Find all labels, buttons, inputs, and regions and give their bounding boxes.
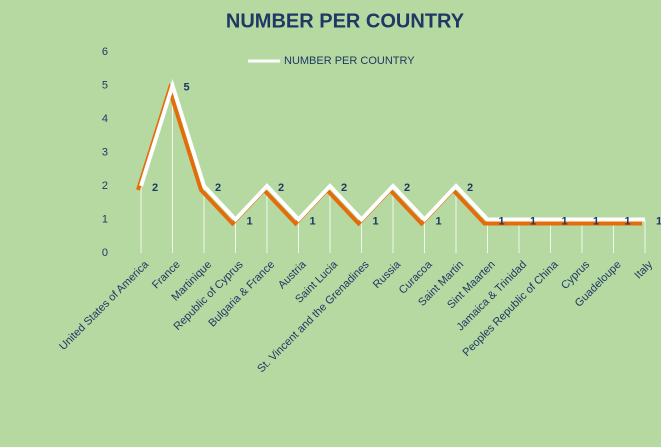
- y-tick-label: 2: [102, 180, 108, 192]
- y-tick-label: 6: [102, 46, 108, 58]
- x-tick-label: United States of America: [57, 258, 152, 353]
- y-tick-label: 4: [102, 113, 108, 125]
- data-label: 1: [499, 215, 505, 227]
- chart-title: NUMBER PER COUNTRY: [226, 10, 465, 32]
- y-tick-label: 0: [102, 247, 108, 259]
- data-label: 5: [184, 81, 190, 93]
- y-tick-label: 5: [102, 79, 108, 91]
- data-label: 2: [215, 182, 221, 194]
- data-label: 1: [373, 215, 379, 227]
- data-label: 2: [404, 182, 410, 194]
- line-shadow: [136, 82, 642, 227]
- data-label: 2: [341, 182, 347, 194]
- legend-label: NUMBER PER COUNTRY: [284, 55, 415, 67]
- data-label: 1: [562, 215, 568, 227]
- y-tick-label: 3: [102, 146, 108, 158]
- data-label: 2: [152, 182, 158, 194]
- y-tick-label: 1: [102, 213, 108, 225]
- data-label: 1: [593, 215, 599, 227]
- data-label: 1: [530, 215, 536, 227]
- data-label: 1: [436, 215, 442, 227]
- x-tick-label: Italy: [632, 258, 655, 281]
- data-label: 1: [310, 215, 316, 227]
- data-label: 1: [247, 215, 253, 227]
- data-label: 1: [656, 215, 661, 227]
- line: [139, 78, 645, 223]
- data-label: 1: [625, 215, 631, 227]
- data-label: 2: [278, 182, 284, 194]
- data-label: 2: [467, 182, 473, 194]
